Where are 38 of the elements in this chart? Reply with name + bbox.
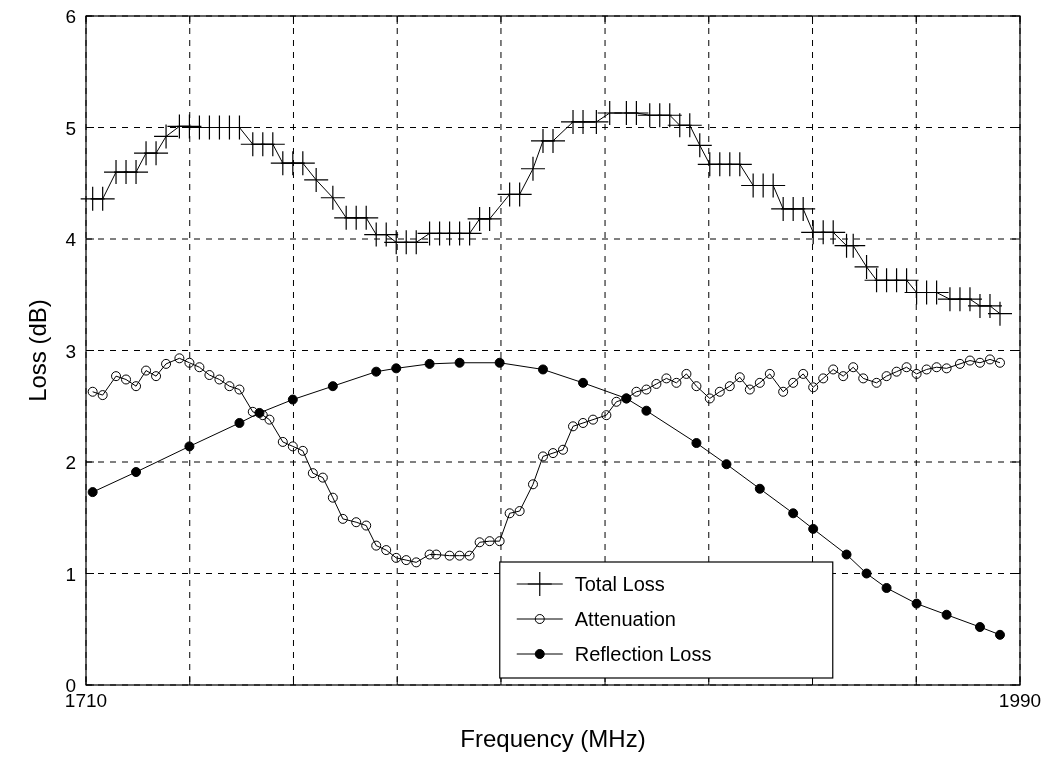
y-axis-title: Loss (dB)	[24, 299, 51, 402]
point	[287, 394, 298, 405]
point	[537, 364, 548, 375]
point	[494, 357, 505, 368]
point	[788, 508, 799, 519]
point	[808, 523, 819, 534]
point	[911, 598, 922, 609]
x-tick-label: 1990	[998, 690, 1042, 711]
point	[131, 467, 142, 478]
point	[974, 622, 985, 633]
point	[578, 377, 589, 388]
point	[841, 549, 852, 560]
point	[424, 358, 435, 369]
y-tick-label: 6	[65, 6, 76, 27]
y-tick-label: 2	[65, 452, 76, 473]
point	[861, 568, 872, 579]
y-tick-label: 3	[65, 340, 76, 362]
point	[327, 381, 338, 392]
y-tick-label: 5	[65, 117, 76, 139]
legend-label: Reflection Loss	[574, 643, 712, 665]
point	[691, 438, 702, 449]
point	[87, 487, 98, 498]
point	[234, 417, 245, 428]
legend-label: Total Loss	[574, 573, 665, 595]
point	[941, 609, 952, 620]
point	[371, 366, 382, 377]
x-axis-title: Frequency (MHz)	[460, 725, 646, 752]
y-tick-label: 1	[65, 563, 76, 585]
point	[641, 405, 652, 416]
y-tick-label: 4	[65, 229, 77, 250]
point	[881, 583, 892, 593]
point	[721, 459, 732, 470]
point	[754, 483, 765, 494]
point	[994, 629, 1005, 640]
point	[454, 357, 465, 368]
point	[184, 441, 195, 452]
point	[391, 363, 402, 374]
legend-label: Attenuation	[574, 608, 676, 630]
